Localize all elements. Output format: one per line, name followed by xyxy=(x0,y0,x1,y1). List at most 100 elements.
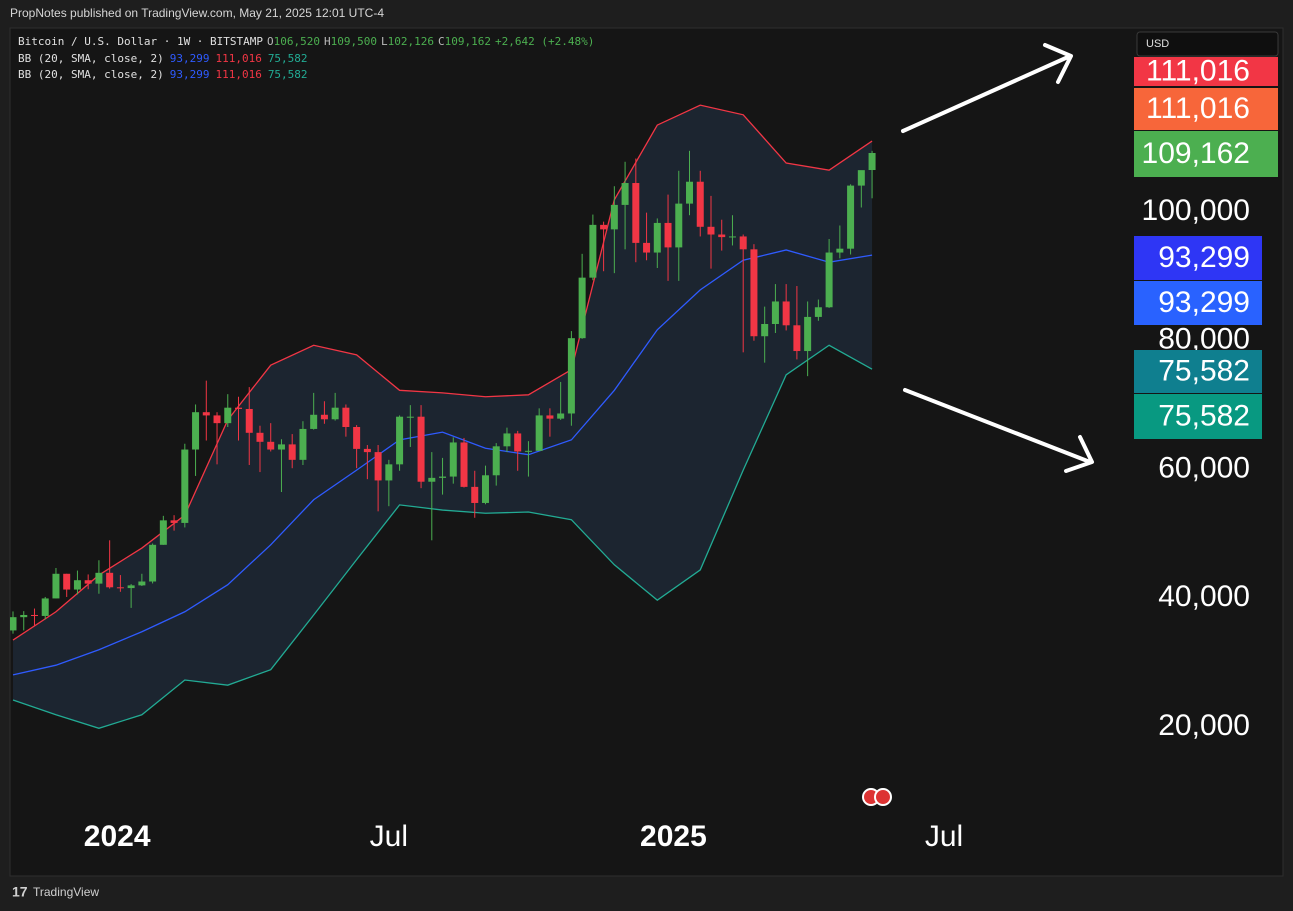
candle-body xyxy=(202,412,210,416)
candle-body xyxy=(277,444,285,450)
price-tag xyxy=(1134,131,1278,177)
candle-body xyxy=(589,224,597,278)
x-tick-label: Jul xyxy=(925,820,963,853)
price-tag-label: 109,162 xyxy=(1142,137,1250,170)
x-tick-label: 2025 xyxy=(640,820,707,853)
candle-body xyxy=(868,153,876,171)
ohlc-key: O xyxy=(267,35,274,48)
candle-body xyxy=(696,181,704,227)
annotation-arrows xyxy=(901,43,1094,473)
candle-body xyxy=(814,307,822,317)
candle-body xyxy=(567,338,575,414)
candle-body xyxy=(535,415,543,451)
candle-body xyxy=(353,427,361,449)
price-tag xyxy=(1134,281,1262,325)
candle-body xyxy=(310,414,318,429)
candle-body xyxy=(363,448,371,453)
price-tag-label: 75,582 xyxy=(1158,354,1250,387)
candle-body xyxy=(30,614,38,616)
candle-body xyxy=(761,324,769,337)
candle-body xyxy=(192,412,200,450)
candle-body xyxy=(320,414,328,420)
indicator-value: 111,016 xyxy=(215,52,261,65)
candle-body xyxy=(256,432,264,442)
candle-body xyxy=(643,242,651,253)
x-tick-label: 2024 xyxy=(84,820,151,853)
indicator-value: 75,582 xyxy=(268,52,308,65)
candle-body xyxy=(739,236,747,250)
candle-body xyxy=(181,449,189,523)
candle-body xyxy=(374,452,382,481)
brand: TradingView xyxy=(33,885,99,899)
candle-body xyxy=(836,248,844,253)
candle-body xyxy=(385,464,393,481)
indicator-value: 111,016 xyxy=(215,68,261,81)
logo: 17 xyxy=(12,884,28,900)
candle-body xyxy=(675,203,683,248)
ohlc-key: L xyxy=(381,35,388,48)
currency[interactable]: USD xyxy=(1146,38,1169,50)
candle-body xyxy=(41,598,49,616)
candle-body xyxy=(63,573,71,590)
candle-body xyxy=(514,433,522,452)
legend: Bitcoin / U.S. Dollar · 1W · BITSTAMP O10… xyxy=(18,35,594,81)
arrow-up xyxy=(901,43,1073,133)
candle-body xyxy=(782,301,790,326)
plot-area xyxy=(10,104,876,729)
price-tag-label: 93,299 xyxy=(1158,286,1250,319)
price-tag xyxy=(1134,350,1262,393)
candle-body xyxy=(439,476,447,478)
candle-body xyxy=(84,580,92,584)
indicator-name: BB (20, SMA, close, 2) xyxy=(18,68,164,81)
change: +2,642 (+2.48%) xyxy=(495,35,594,48)
price-tag-label: 111,016 xyxy=(1146,54,1250,87)
candle-body xyxy=(159,520,167,545)
candle-body xyxy=(686,181,694,204)
y-tick-label: 60,000 xyxy=(1158,451,1250,484)
candle-body xyxy=(52,573,60,599)
candle-body xyxy=(235,407,243,409)
candle-body xyxy=(718,234,726,238)
price-tag xyxy=(1134,236,1262,280)
price-tag-label: 75,582 xyxy=(1158,399,1250,432)
legend-indicator: BB (20, SMA, close, 2) 93,299 111,016 75,58… xyxy=(18,52,308,65)
event-icons xyxy=(862,788,892,806)
candle-body xyxy=(804,316,812,352)
price-tag xyxy=(1134,57,1278,86)
currency-button[interactable] xyxy=(1136,31,1279,57)
legend-symbol: Bitcoin / U.S. Dollar · 1W · BITSTAMP O10… xyxy=(18,35,594,48)
footer: 17 TradingView xyxy=(12,884,99,900)
candle-body xyxy=(288,444,296,460)
ohlc-value: 102,126 xyxy=(388,35,434,48)
candle-body xyxy=(213,415,221,424)
candle-body xyxy=(471,486,479,503)
candle-body xyxy=(793,325,801,352)
price-tag xyxy=(1134,394,1262,439)
candle-body xyxy=(73,580,81,590)
candle-body xyxy=(728,236,736,238)
indicator-value: 93,299 xyxy=(170,68,210,81)
candle-body xyxy=(10,617,17,631)
candle-body xyxy=(95,572,103,584)
candle-body xyxy=(396,416,404,465)
arrow-down xyxy=(903,388,1094,473)
candle-body xyxy=(428,477,436,482)
candle-body xyxy=(610,204,618,230)
candle-body xyxy=(546,415,554,419)
ohlc-key: C xyxy=(438,35,445,48)
candle-body xyxy=(342,407,350,428)
candle-body xyxy=(653,222,661,253)
candle-body xyxy=(481,475,489,503)
ohlc-value: 109,500 xyxy=(331,35,377,48)
candle-body xyxy=(331,407,339,420)
candle-body xyxy=(406,416,414,418)
candle-body xyxy=(825,252,833,308)
candle-body xyxy=(524,450,532,452)
y-tick-label: 20,000 xyxy=(1158,709,1250,742)
candle-body xyxy=(557,413,565,419)
candle-body xyxy=(771,301,779,325)
candle-body xyxy=(449,442,457,477)
price-tag xyxy=(1134,88,1278,130)
